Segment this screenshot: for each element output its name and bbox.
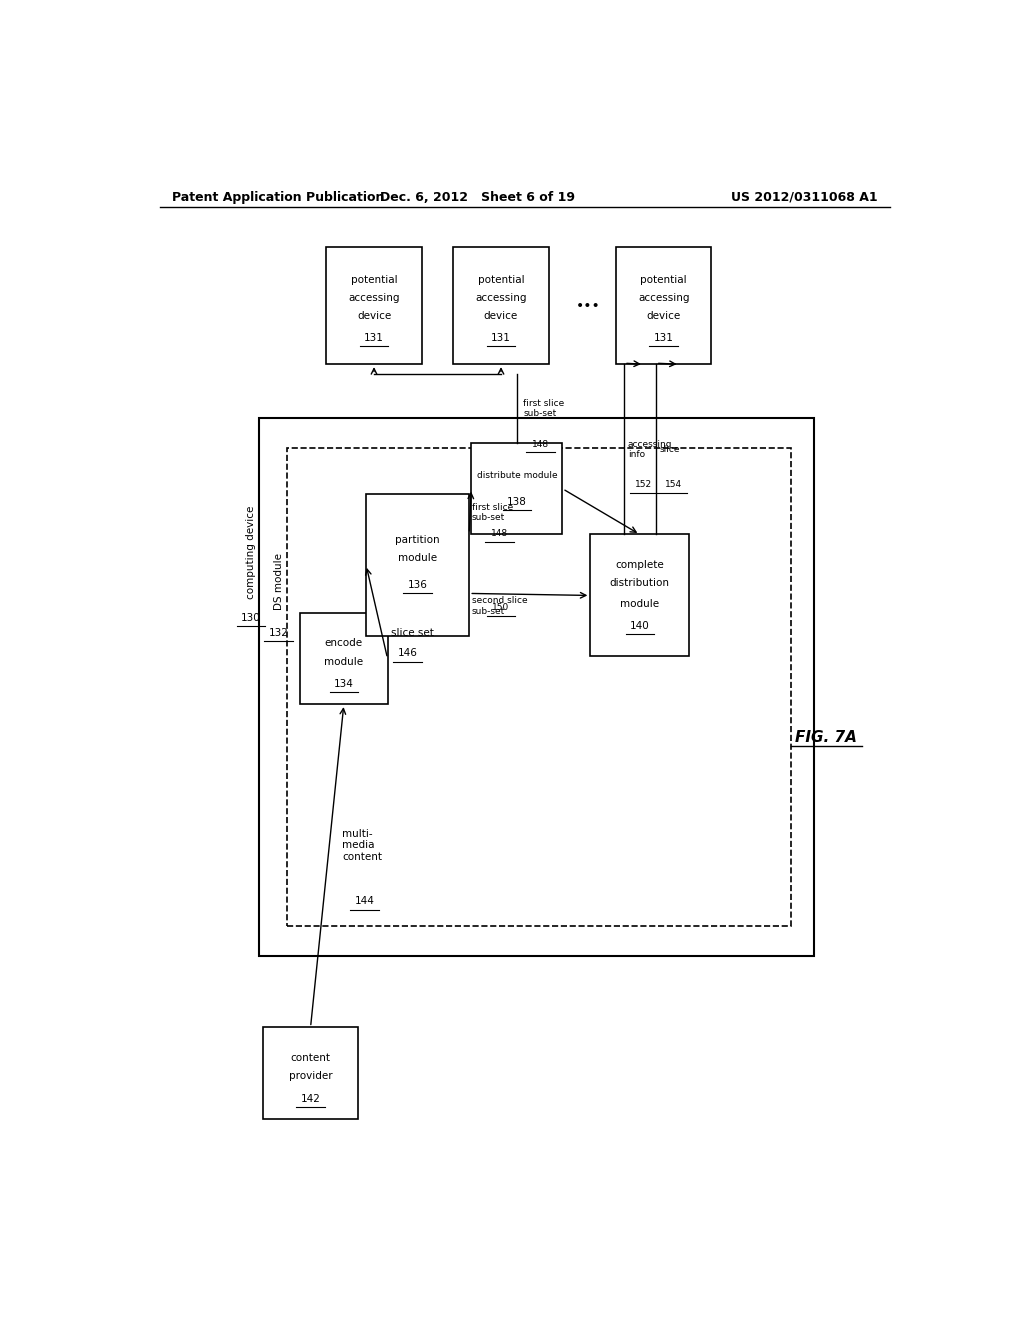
Text: potential: potential <box>350 276 397 285</box>
Bar <box>287 447 791 925</box>
Text: 131: 131 <box>365 334 384 343</box>
Text: content: content <box>291 1053 331 1063</box>
Bar <box>263 1027 358 1119</box>
Text: 150: 150 <box>493 603 510 612</box>
Text: accessing: accessing <box>348 293 399 302</box>
Text: potential: potential <box>477 276 524 285</box>
Text: 131: 131 <box>653 334 674 343</box>
Text: complete: complete <box>615 560 665 570</box>
Text: 134: 134 <box>334 678 354 689</box>
Bar <box>454 247 549 364</box>
Text: accessing
info: accessing info <box>628 440 673 459</box>
Text: 148: 148 <box>532 440 549 449</box>
Text: slice: slice <box>659 445 680 454</box>
Text: computing device: computing device <box>246 506 256 599</box>
Text: multi-
media
content: multi- media content <box>342 829 382 862</box>
Bar <box>259 417 814 956</box>
Text: US 2012/0311068 A1: US 2012/0311068 A1 <box>731 190 878 203</box>
Text: second slice
sub-set: second slice sub-set <box>472 597 527 615</box>
Text: device: device <box>646 312 681 321</box>
Text: device: device <box>357 312 391 321</box>
Text: FIG. 7A: FIG. 7A <box>796 730 857 746</box>
Text: module: module <box>398 553 437 562</box>
Text: accessing: accessing <box>638 293 689 302</box>
Text: first slice
sub-set: first slice sub-set <box>472 503 513 523</box>
Text: module: module <box>325 656 364 667</box>
Text: •••: ••• <box>575 298 601 313</box>
Text: 148: 148 <box>490 529 508 539</box>
Text: 140: 140 <box>630 620 650 631</box>
Text: encode: encode <box>325 639 362 648</box>
Text: Patent Application Publication: Patent Application Publication <box>172 190 384 203</box>
Text: partition: partition <box>395 535 440 545</box>
Text: potential: potential <box>640 276 687 285</box>
Text: 138: 138 <box>507 496 526 507</box>
Text: 136: 136 <box>408 581 428 590</box>
Text: 132: 132 <box>269 627 289 638</box>
Text: provider: provider <box>289 1072 333 1081</box>
Text: distribution: distribution <box>610 578 670 589</box>
Text: distribute module: distribute module <box>476 471 557 480</box>
Text: 142: 142 <box>301 1093 321 1104</box>
Text: 154: 154 <box>665 480 682 490</box>
Text: 146: 146 <box>397 648 418 659</box>
Bar <box>616 247 712 364</box>
Bar <box>590 535 689 656</box>
Bar <box>300 612 387 704</box>
Text: accessing: accessing <box>475 293 526 302</box>
Text: 144: 144 <box>354 896 375 907</box>
Text: DS module: DS module <box>273 553 284 610</box>
Text: Dec. 6, 2012   Sheet 6 of 19: Dec. 6, 2012 Sheet 6 of 19 <box>380 190 574 203</box>
Bar <box>327 247 422 364</box>
Text: 131: 131 <box>492 334 511 343</box>
Text: first slice
sub-set: first slice sub-set <box>523 399 564 418</box>
Text: 130: 130 <box>241 614 261 623</box>
Text: 152: 152 <box>635 480 652 490</box>
Text: module: module <box>621 598 659 609</box>
Bar <box>367 494 469 636</box>
Text: slice set: slice set <box>391 628 434 638</box>
Bar <box>471 444 562 535</box>
Text: device: device <box>484 312 518 321</box>
